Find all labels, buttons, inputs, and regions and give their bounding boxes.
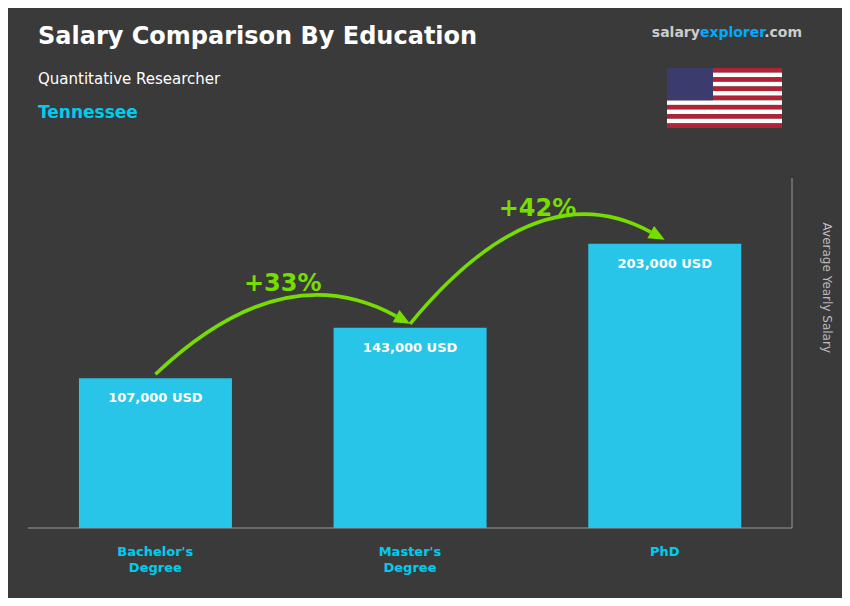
html-text:salary explorer.com: salary explorer.com: [651, 24, 802, 40]
html-text:Tennessee: Tennessee: [38, 102, 138, 122]
svg-text:107,000 USD: 107,000 USD: [108, 390, 203, 405]
svg-text:Bachelor'sDegree: Bachelor'sDegree: [117, 544, 193, 575]
html-text:Salary Comparison By Education: Salary Comparison By Education: [38, 22, 478, 50]
svg-text:PhD: PhD: [650, 544, 680, 559]
svg-text:Average Yearly Salary: Average Yearly Salary: [820, 223, 834, 353]
svg-text:203,000 USD: 203,000 USD: [618, 256, 713, 271]
html-text:Quantitative Researcher: Quantitative Researcher: [38, 70, 221, 88]
svg-text:+33%: +33%: [244, 269, 322, 297]
svg-text:+42%: +42%: [499, 194, 577, 222]
svg-text:143,000 USD: 143,000 USD: [363, 340, 458, 355]
svg-text:Master'sDegree: Master'sDegree: [379, 544, 442, 575]
